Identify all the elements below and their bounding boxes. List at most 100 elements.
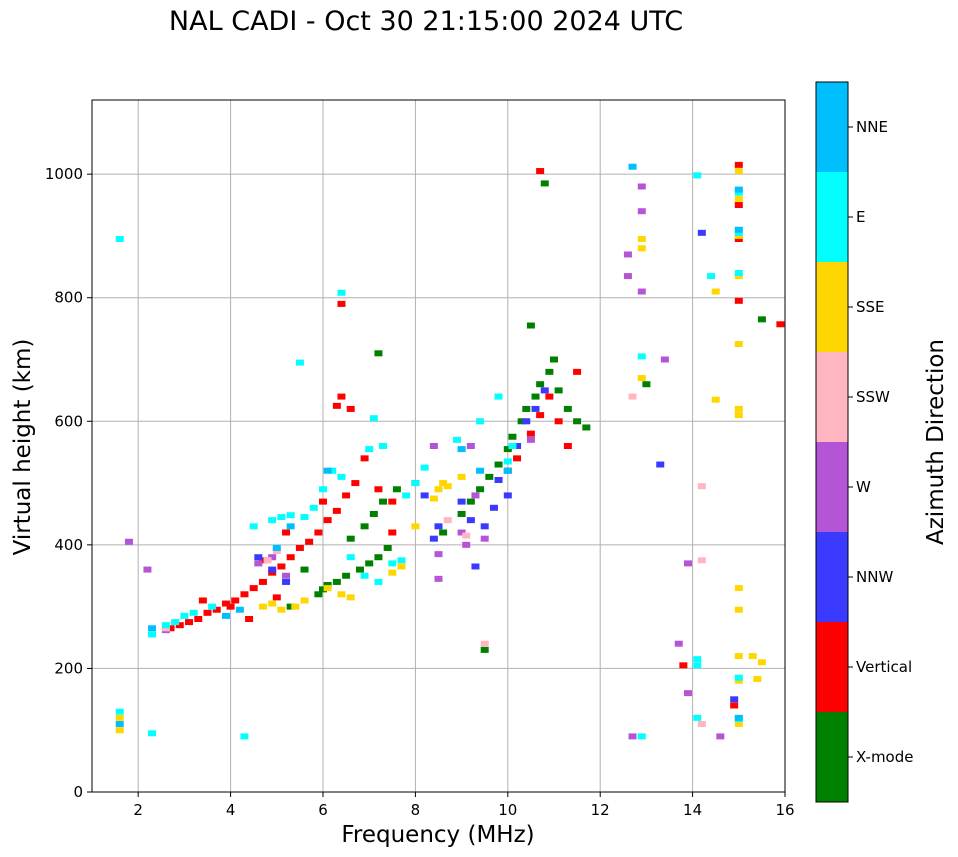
data-point: [221, 612, 230, 619]
data-point: [268, 569, 277, 576]
data-point: [734, 232, 743, 239]
data-point: [374, 350, 383, 357]
data-point: [254, 560, 263, 567]
data-point: [628, 163, 637, 170]
data-point: [508, 433, 517, 440]
data-point: [734, 229, 743, 236]
data-point: [637, 245, 646, 252]
y-tick-label: 600: [54, 412, 83, 430]
data-point: [360, 523, 369, 530]
data-point: [397, 557, 406, 564]
data-point: [171, 619, 180, 626]
data-point: [522, 405, 531, 412]
data-point: [300, 597, 309, 604]
data-point: [429, 535, 438, 542]
data-point: [402, 492, 411, 499]
data-point: [503, 446, 512, 453]
data-point: [161, 622, 170, 629]
data-point: [526, 322, 535, 329]
data-point: [272, 594, 281, 601]
data-point: [697, 229, 706, 236]
colorbar-swatch: [816, 442, 848, 532]
x-tick-label: 10: [498, 801, 517, 819]
data-point: [434, 523, 443, 530]
y-tick-label: 200: [54, 659, 83, 677]
data-point: [342, 572, 351, 579]
data-point: [628, 733, 637, 740]
data-point: [734, 606, 743, 613]
data-point: [637, 236, 646, 243]
data-point: [314, 591, 323, 598]
data-point: [466, 498, 475, 505]
data-point: [235, 606, 244, 613]
data-point: [323, 467, 332, 474]
data-point: [513, 443, 522, 449]
data-point: [360, 455, 369, 462]
data-point: [332, 507, 341, 514]
data-point: [480, 640, 489, 647]
data-point: [189, 609, 198, 616]
data-point: [124, 538, 133, 545]
data-point: [540, 387, 549, 394]
data-point: [637, 183, 646, 190]
data-point: [323, 517, 332, 524]
data-point: [637, 288, 646, 295]
data-point: [240, 733, 249, 740]
data-point: [346, 535, 355, 542]
data-point: [693, 714, 702, 721]
data-point: [637, 353, 646, 360]
data-point: [282, 578, 291, 585]
data-point: [734, 195, 743, 202]
data-marks: [115, 161, 785, 740]
data-point: [508, 443, 517, 449]
data-point: [716, 733, 725, 740]
data-point: [545, 368, 554, 375]
data-point: [526, 430, 535, 437]
data-point: [277, 514, 286, 521]
data-point: [550, 356, 558, 363]
data-point: [503, 458, 512, 465]
data-point: [342, 492, 351, 499]
data-point: [305, 538, 314, 545]
data-point: [221, 600, 230, 607]
x-tick-label: 14: [683, 801, 702, 819]
data-point: [332, 402, 341, 409]
data-point: [757, 316, 766, 323]
data-point: [734, 273, 743, 280]
data-point: [517, 418, 526, 425]
data-point: [268, 554, 277, 561]
data-point: [355, 566, 364, 573]
data-point: [536, 168, 545, 175]
data-point: [115, 727, 124, 734]
colorbar-swatch: [816, 352, 848, 442]
y-axis-label: Virtual height (km): [10, 339, 36, 556]
data-point: [272, 544, 281, 551]
data-point: [268, 517, 277, 524]
data-point: [642, 381, 651, 388]
data-point: [540, 180, 549, 187]
data-point: [143, 566, 152, 573]
data-point: [282, 572, 291, 579]
data-point: [245, 616, 254, 622]
data-point: [563, 443, 572, 449]
data-point: [443, 517, 452, 524]
data-point: [734, 405, 743, 412]
data-point: [161, 625, 170, 632]
plot-frame: [91, 99, 786, 793]
data-point: [462, 541, 471, 548]
data-point: [573, 418, 582, 425]
data-point: [476, 418, 485, 425]
colorbar-swatch: [816, 712, 848, 802]
data-point: [185, 619, 194, 626]
data-point: [411, 523, 420, 530]
data-point: [319, 586, 327, 593]
data-point: [291, 603, 300, 610]
data-point: [369, 415, 378, 422]
data-point: [679, 662, 688, 669]
data-point: [637, 375, 646, 382]
data-point: [314, 529, 323, 536]
colorbar-tick-label: Vertical: [856, 658, 912, 676]
data-point: [198, 597, 207, 604]
grid-lines: [92, 100, 786, 793]
